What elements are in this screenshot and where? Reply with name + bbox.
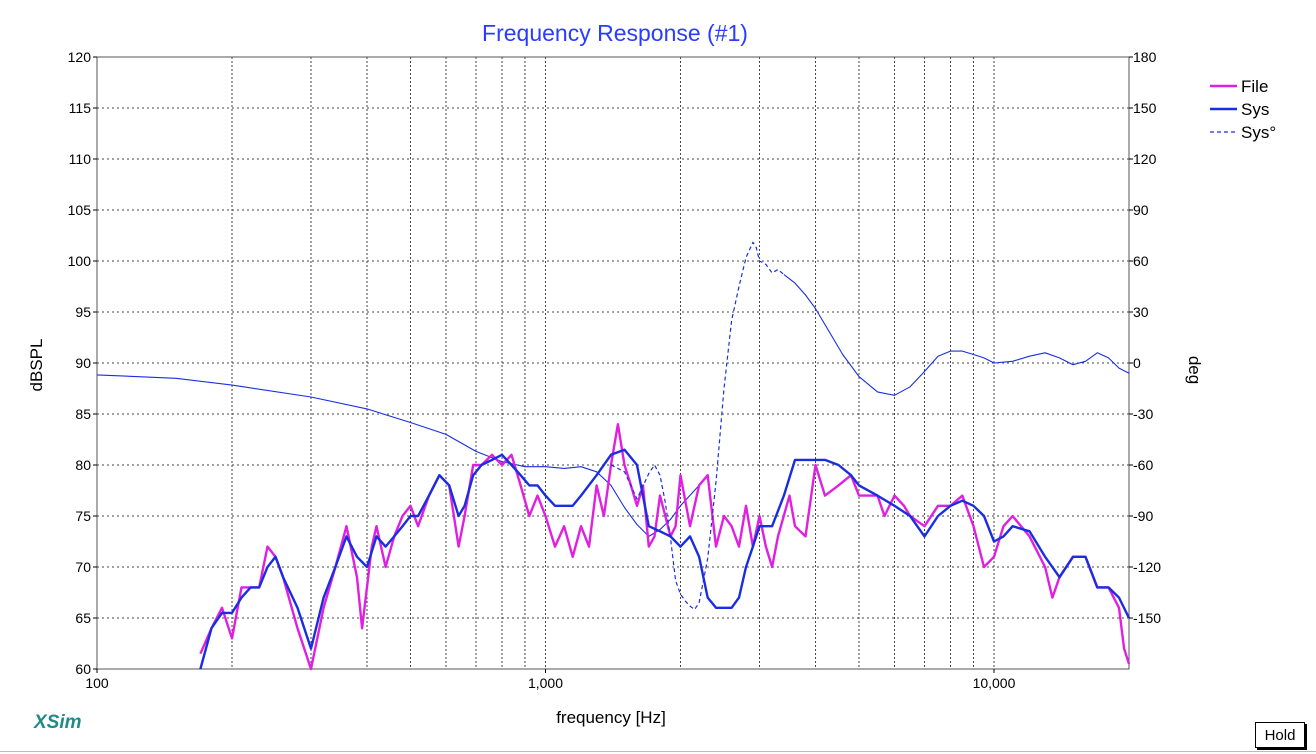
chart-title: Frequency Response (#1)	[482, 20, 748, 46]
y2-tick-label: 30	[1133, 304, 1149, 320]
y2-axis-ticks: -150 -120 -90 -60 -30 0 30 60 90 120 150 180	[1129, 49, 1161, 626]
y2-tick-label: -150	[1133, 610, 1161, 626]
xsim-logo: XSim	[34, 712, 82, 733]
legend-label: Sys	[1241, 100, 1269, 119]
y-tick-label: 100	[68, 253, 92, 269]
y-tick-label: 115	[69, 100, 92, 116]
y-tick-label: 95	[75, 304, 91, 320]
x-axis-label: frequency [Hz]	[556, 708, 666, 727]
legend: File Sys Sys°	[1210, 77, 1276, 142]
y2-tick-label: 120	[1133, 151, 1157, 167]
y2-tick-label: 60	[1133, 253, 1149, 269]
x-axis-ticks: 100 1,000 10,000	[85, 669, 1016, 691]
series-layer	[96, 241, 1131, 671]
y2-tick-label: -90	[1133, 508, 1153, 524]
y-tick-label: 110	[69, 151, 92, 167]
series-line-1	[199, 448, 1131, 670]
y2-tick-label: -30	[1133, 406, 1153, 422]
y2-tick-label: 150	[1133, 100, 1157, 116]
y-tick-label: 70	[75, 559, 91, 575]
y-tick-label: 105	[68, 202, 92, 218]
y-tick-label: 120	[68, 49, 92, 65]
y2-tick-label: 0	[1133, 355, 1141, 371]
status-divider	[0, 751, 1316, 752]
x-tick-label: 10,000	[973, 675, 1016, 691]
y2-tick-label: 180	[1133, 49, 1157, 65]
y2-tick-label: -60	[1133, 457, 1153, 473]
series-line-3	[96, 374, 700, 537]
y-tick-label: 90	[75, 355, 91, 371]
series-line-2	[610, 241, 785, 611]
y-tick-label: 60	[75, 661, 91, 677]
y-tick-label: 65	[75, 610, 91, 626]
y2-axis-label: deg	[1185, 356, 1204, 384]
y-axis-label: dBSPL	[27, 339, 46, 392]
grid-lines	[97, 57, 1130, 669]
legend-label: Sys°	[1241, 123, 1276, 142]
hold-button[interactable]: Hold	[1255, 722, 1305, 748]
x-tick-label: 100	[85, 675, 109, 691]
series-line-4	[783, 274, 1130, 396]
y2-tick-label: -120	[1133, 559, 1161, 575]
y-tick-label: 80	[75, 457, 91, 473]
y-tick-label: 75	[75, 508, 91, 524]
y-tick-label: 85	[75, 406, 91, 422]
y-axis-ticks: 60 65 70 75 80 85 90 95 100 105 110 115 120	[68, 49, 97, 677]
x-tick-label: 1,000	[528, 675, 563, 691]
legend-label: File	[1241, 77, 1268, 96]
series-line-0	[199, 423, 1131, 671]
y2-tick-label: 90	[1133, 202, 1149, 218]
